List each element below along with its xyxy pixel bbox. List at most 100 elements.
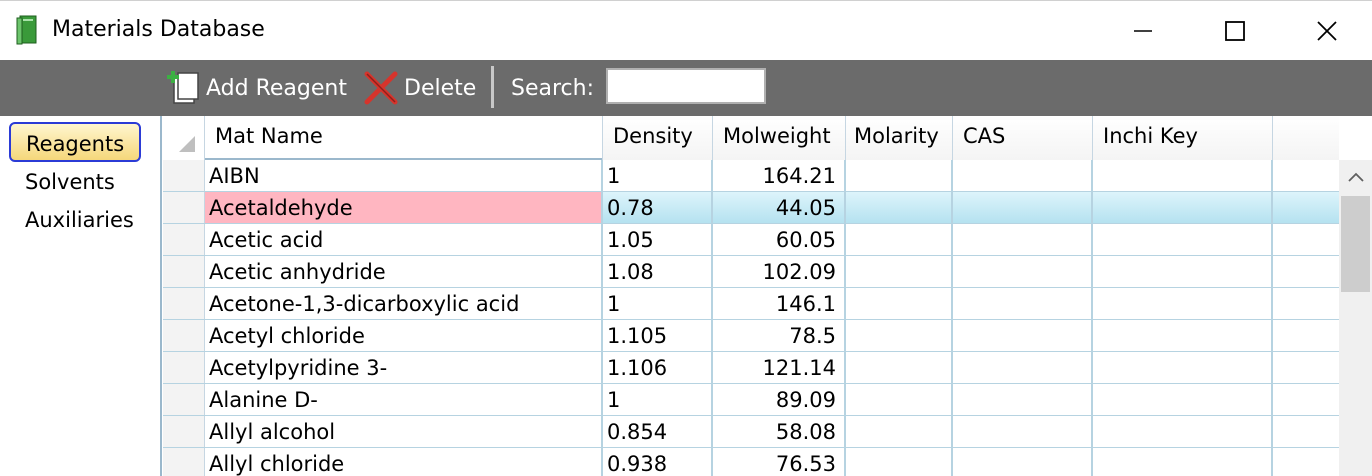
scrollbar-thumb[interactable] (1341, 196, 1370, 292)
cell-density[interactable]: 1.105 (603, 320, 713, 351)
close-icon (1317, 21, 1337, 41)
cell-molweight[interactable]: 146.1 (713, 288, 846, 319)
cell-name[interactable]: Acetaldehyde (205, 192, 603, 223)
table-row[interactable]: Acetyl chloride 1.105 78.5 (163, 320, 1339, 352)
row-header[interactable] (163, 160, 205, 191)
cell-density[interactable]: 1.05 (603, 224, 713, 255)
column-header-inchi-key[interactable]: Inchi Key (1093, 116, 1273, 160)
cell-molarity[interactable] (846, 288, 953, 319)
cell-cas[interactable] (953, 320, 1093, 351)
cell-molarity[interactable] (846, 192, 953, 223)
cell-molarity[interactable] (846, 320, 953, 351)
table-row[interactable]: Acetaldehyde 0.78 44.05 (163, 192, 1339, 224)
cell-cas[interactable] (953, 224, 1093, 255)
add-reagent-button[interactable]: Add Reagent (166, 60, 347, 116)
cell-cas[interactable] (953, 448, 1093, 476)
cell-cas[interactable] (953, 288, 1093, 319)
cell-molarity[interactable] (846, 224, 953, 255)
cell-name[interactable]: Allyl chloride (205, 448, 603, 476)
column-header-mat-name[interactable]: Mat Name (205, 116, 603, 160)
column-header-molarity[interactable]: Molarity (846, 116, 953, 160)
cell-name[interactable]: AIBN (205, 160, 603, 191)
table-row[interactable]: Acetone-1,3-dicarboxylic acid 1 146.1 (163, 288, 1339, 320)
delete-button[interactable]: Delete (364, 60, 476, 116)
cell-density[interactable]: 0.938 (603, 448, 713, 476)
select-all-corner[interactable] (163, 116, 205, 160)
cell-density[interactable]: 0.854 (603, 416, 713, 447)
cell-inchi[interactable] (1093, 160, 1273, 191)
column-header-density[interactable]: Density (603, 116, 713, 160)
table-row[interactable]: Acetic acid 1.05 60.05 (163, 224, 1339, 256)
row-header[interactable] (163, 416, 205, 447)
cell-name[interactable]: Allyl alcohol (205, 416, 603, 447)
table-row[interactable]: Acetylpyridine 3- 1.106 121.14 (163, 352, 1339, 384)
cell-molweight[interactable]: 78.5 (713, 320, 846, 351)
cell-name[interactable]: Acetyl chloride (205, 320, 603, 351)
cell-molweight[interactable]: 164.21 (713, 160, 846, 191)
cell-cas[interactable] (953, 256, 1093, 287)
cell-inchi[interactable] (1093, 288, 1273, 319)
cell-molweight[interactable]: 60.05 (713, 224, 846, 255)
cell-inchi[interactable] (1093, 384, 1273, 415)
cell-cas[interactable] (953, 160, 1093, 191)
cell-inchi[interactable] (1093, 256, 1273, 287)
row-header[interactable] (163, 448, 205, 476)
cell-inchi[interactable] (1093, 320, 1273, 351)
row-header[interactable] (163, 352, 205, 383)
cell-inchi[interactable] (1093, 224, 1273, 255)
cell-molweight[interactable]: 58.08 (713, 416, 846, 447)
cell-molweight[interactable]: 89.09 (713, 384, 846, 415)
row-header[interactable] (163, 384, 205, 415)
row-header[interactable] (163, 320, 205, 351)
cell-molarity[interactable] (846, 352, 953, 383)
column-header-cas[interactable]: CAS (953, 116, 1093, 160)
row-header[interactable] (163, 256, 205, 287)
cell-name[interactable]: Alanine D- (205, 384, 603, 415)
cell-inchi[interactable] (1093, 416, 1273, 447)
cell-inchi[interactable] (1093, 192, 1273, 223)
cell-molweight[interactable]: 102.09 (713, 256, 846, 287)
cell-name[interactable]: Acetic anhydride (205, 256, 603, 287)
maximize-button[interactable] (1190, 1, 1280, 61)
row-header[interactable] (163, 288, 205, 319)
cell-molweight[interactable]: 121.14 (713, 352, 846, 383)
cell-molarity[interactable] (846, 384, 953, 415)
row-header[interactable] (163, 192, 205, 223)
table-row[interactable]: Allyl alcohol 0.854 58.08 (163, 416, 1339, 448)
scroll-up-button[interactable] (1339, 160, 1372, 194)
cell-molweight[interactable]: 44.05 (713, 192, 846, 223)
column-header-molweight[interactable]: Molweight (713, 116, 846, 160)
minimize-button[interactable] (1098, 1, 1188, 61)
cell-density[interactable]: 1.08 (603, 256, 713, 287)
cell-density[interactable]: 1 (603, 288, 713, 319)
vertical-scrollbar[interactable] (1339, 160, 1372, 476)
cell-density[interactable]: 1.106 (603, 352, 713, 383)
nav-item-solvents[interactable]: Solvents (25, 170, 115, 194)
cell-molarity[interactable] (846, 416, 953, 447)
row-header[interactable] (163, 224, 205, 255)
cell-density[interactable]: 0.78 (603, 192, 713, 223)
table-row[interactable]: Allyl chloride 0.938 76.53 (163, 448, 1339, 476)
cell-cas[interactable] (953, 416, 1093, 447)
table-row[interactable]: Acetic anhydride 1.08 102.09 (163, 256, 1339, 288)
cell-cas[interactable] (953, 192, 1093, 223)
table-row[interactable]: AIBN 1 164.21 (163, 160, 1339, 192)
search-input[interactable] (606, 68, 766, 104)
nav-item-auxiliaries[interactable]: Auxiliaries (25, 208, 134, 232)
cell-density[interactable]: 1 (603, 160, 713, 191)
close-button[interactable] (1282, 1, 1372, 61)
cell-molweight[interactable]: 76.53 (713, 448, 846, 476)
cell-density[interactable]: 1 (603, 384, 713, 415)
cell-molarity[interactable] (846, 448, 953, 476)
cell-molarity[interactable] (846, 256, 953, 287)
cell-molarity[interactable] (846, 160, 953, 191)
cell-cas[interactable] (953, 352, 1093, 383)
cell-inchi[interactable] (1093, 352, 1273, 383)
cell-inchi[interactable] (1093, 448, 1273, 476)
cell-cas[interactable] (953, 384, 1093, 415)
table-row[interactable]: Alanine D- 1 89.09 (163, 384, 1339, 416)
cell-name[interactable]: Acetic acid (205, 224, 603, 255)
cell-name[interactable]: Acetone-1,3-dicarboxylic acid (205, 288, 603, 319)
nav-item-reagents[interactable]: Reagents (9, 122, 141, 162)
cell-name[interactable]: Acetylpyridine 3- (205, 352, 603, 383)
